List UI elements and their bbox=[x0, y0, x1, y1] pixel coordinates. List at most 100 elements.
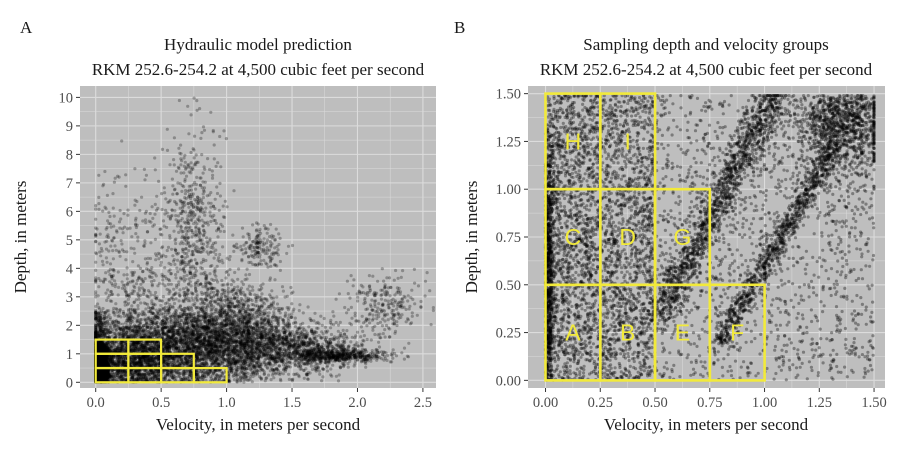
scatter-point bbox=[103, 350, 107, 354]
scatter-point bbox=[118, 308, 122, 312]
scatter-point bbox=[141, 270, 145, 274]
scatter-point bbox=[98, 354, 102, 358]
scatter-point bbox=[102, 363, 106, 367]
scatter-point bbox=[154, 290, 158, 295]
scatter-point bbox=[98, 354, 102, 358]
scatter-point bbox=[106, 288, 110, 292]
scatter-point bbox=[98, 369, 102, 373]
scatter-point bbox=[101, 361, 105, 366]
scatter-point bbox=[94, 335, 98, 339]
scatter-point bbox=[100, 376, 104, 380]
scatter-point bbox=[101, 310, 105, 314]
scatter-point bbox=[112, 311, 116, 315]
scatter-point bbox=[99, 372, 103, 376]
scatter-point bbox=[94, 330, 98, 334]
panel-a-plot-background bbox=[80, 86, 436, 388]
scatter-point bbox=[102, 316, 106, 321]
scatter-point bbox=[99, 375, 103, 380]
scatter-point bbox=[100, 370, 104, 374]
scatter-point bbox=[102, 363, 106, 367]
scatter-point bbox=[132, 300, 136, 305]
scatter-point bbox=[99, 372, 103, 377]
panel-a-gridlines bbox=[80, 86, 436, 388]
scatter-point bbox=[124, 300, 128, 304]
scatter-point bbox=[100, 377, 104, 381]
scatter-point bbox=[143, 277, 147, 281]
scatter-point bbox=[103, 356, 107, 360]
scatter-point bbox=[96, 345, 100, 349]
scatter-point bbox=[139, 301, 143, 305]
panel-a: A Hydraulic model prediction RKM 252.6-2… bbox=[11, 18, 436, 434]
scatter-point bbox=[100, 360, 104, 364]
scatter-point bbox=[130, 304, 134, 308]
scatter-point bbox=[103, 360, 107, 364]
scatter-point bbox=[101, 349, 105, 353]
scatter-point bbox=[100, 360, 104, 364]
scatter-point bbox=[125, 277, 129, 281]
scatter-point bbox=[119, 315, 123, 319]
scatter-point bbox=[99, 368, 103, 372]
scatter-point bbox=[101, 370, 105, 374]
scatter-point bbox=[172, 301, 177, 306]
scatter-point bbox=[101, 363, 105, 367]
scatter-point bbox=[98, 326, 102, 330]
scatter-point bbox=[99, 375, 103, 379]
scatter-point bbox=[125, 273, 129, 277]
scatter-point bbox=[161, 295, 165, 299]
panel-a-subtitle: RKM 252.6-254.2 at 4,500 cubic feet per … bbox=[92, 60, 425, 79]
scatter-point bbox=[103, 356, 107, 360]
scatter-point bbox=[99, 357, 103, 361]
scatter-point bbox=[100, 340, 104, 345]
scatter-point bbox=[102, 377, 106, 381]
scatter-point bbox=[100, 361, 104, 365]
scatter-point bbox=[102, 328, 106, 333]
scatter-point bbox=[98, 358, 102, 362]
scatter-point bbox=[104, 370, 108, 374]
scatter-point bbox=[100, 362, 104, 366]
scatter-point bbox=[105, 374, 109, 378]
scatter-point bbox=[96, 322, 101, 326]
scatter-point bbox=[101, 306, 105, 311]
scatter-point bbox=[103, 356, 108, 360]
scatter-point bbox=[115, 310, 119, 314]
scatter-point bbox=[152, 279, 156, 283]
scatter-point bbox=[99, 375, 103, 379]
scatter-point bbox=[110, 334, 114, 338]
scatter-point bbox=[97, 362, 102, 366]
scatter-point bbox=[106, 369, 111, 373]
scatter-point bbox=[104, 371, 108, 375]
scatter-point bbox=[120, 280, 124, 284]
scatter-point bbox=[110, 299, 114, 303]
scatter-point bbox=[131, 319, 135, 324]
scatter-point bbox=[104, 359, 108, 363]
scatter-point bbox=[149, 293, 153, 297]
scatter-point bbox=[101, 349, 105, 353]
scatter-point bbox=[100, 360, 104, 364]
scatter-point bbox=[96, 302, 100, 306]
scatter-point bbox=[96, 374, 100, 378]
scatter-point bbox=[134, 282, 139, 286]
scatter-point bbox=[96, 378, 101, 382]
scatter-point bbox=[107, 335, 112, 339]
scatter-point bbox=[102, 364, 106, 368]
scatter-point bbox=[105, 363, 109, 367]
scatter-point bbox=[96, 368, 100, 373]
scatter-point bbox=[124, 290, 128, 294]
scatter-point bbox=[98, 357, 102, 362]
scatter-point bbox=[96, 372, 100, 376]
scatter-point bbox=[97, 370, 101, 374]
scatter-point bbox=[98, 361, 102, 365]
scatter-point bbox=[103, 369, 107, 373]
scatter-point bbox=[101, 357, 105, 361]
scatter-point bbox=[127, 295, 132, 299]
scatter-point bbox=[101, 348, 105, 352]
scatter-point bbox=[107, 376, 112, 380]
scatter-point bbox=[99, 359, 103, 363]
scatter-point bbox=[98, 344, 102, 349]
scatter-point bbox=[166, 282, 171, 286]
scatter-point bbox=[154, 308, 158, 312]
scatter-point bbox=[145, 294, 150, 299]
scatter-point bbox=[105, 373, 109, 377]
scatter-point bbox=[100, 374, 104, 378]
